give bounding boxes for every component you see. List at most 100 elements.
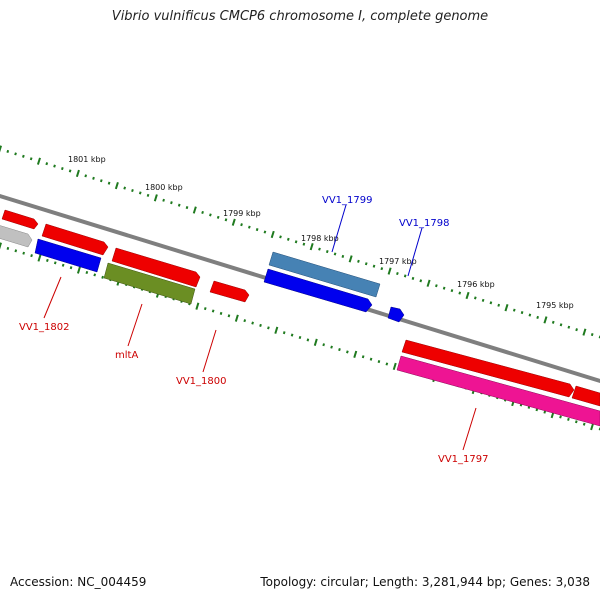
outer-tick-48 — [372, 264, 376, 268]
outer-tick-24 — [185, 206, 189, 210]
inner-tick-73 — [574, 420, 578, 424]
inner-tick-37 — [290, 333, 294, 337]
outer-tick-73 — [567, 325, 571, 329]
outer-tick-52 — [403, 274, 407, 278]
outer-tick-0 — [0, 145, 3, 153]
gene-red-edge[interactable] — [571, 385, 600, 407]
gene-red-2[interactable] — [41, 223, 109, 256]
outer-tick-19 — [146, 193, 150, 197]
inner-tick-9 — [69, 266, 73, 270]
inner-tick-8 — [61, 263, 65, 267]
outer-tick-10 — [75, 169, 80, 178]
outer-tick-25 — [192, 206, 197, 214]
outer-tick-38 — [294, 240, 298, 244]
outer-tick-42 — [325, 250, 329, 254]
outer-tick-18 — [138, 191, 142, 195]
outer-tick-track — [0, 145, 600, 339]
outer-tick-41 — [318, 247, 321, 251]
map-title: Vibrio vulnificus CMCP6 chromosome I, co… — [111, 9, 489, 24]
inner-tick-2 — [14, 249, 18, 253]
inner-tick-44 — [346, 350, 349, 354]
outer-tick-58 — [450, 289, 454, 293]
outer-tick-68 — [528, 313, 532, 317]
leader-vv1-1797 — [462, 407, 477, 451]
inner-tick-68 — [535, 408, 539, 412]
outer-tick-22 — [170, 201, 173, 205]
gene-label-vv1-1797: VV1_1797 — [438, 454, 489, 465]
inner-tick-7 — [53, 261, 57, 265]
inner-tick-49 — [385, 362, 389, 366]
inner-tick-11 — [85, 270, 89, 275]
inner-tick-72 — [567, 417, 570, 421]
outer-tick-29 — [224, 218, 228, 222]
outer-tick-46 — [357, 259, 360, 263]
inner-tick-47 — [369, 357, 373, 361]
outer-tick-16 — [123, 186, 127, 190]
outer-tick-62 — [481, 298, 485, 302]
gene-label-vv1-1802: VV1_1802 — [19, 322, 70, 333]
inner-tick-10 — [76, 266, 81, 274]
kbp-label-1797: 1797 kbp — [379, 257, 417, 266]
outer-tick-20 — [153, 194, 158, 202]
gene-red-3[interactable] — [111, 247, 201, 288]
inner-tick-34 — [267, 326, 270, 330]
inner-tick-36 — [282, 331, 286, 335]
inner-tick-3 — [22, 251, 26, 255]
genome-summary-text: Topology: circular; Length: 3,281,944 bp… — [260, 575, 590, 589]
outer-tick-59 — [458, 291, 462, 295]
outer-tick-28 — [216, 215, 220, 219]
outer-tick-47 — [364, 262, 368, 266]
kbp-label-1796: 1796 kbp — [457, 280, 495, 289]
inner-tick-45 — [353, 350, 358, 358]
outer-tick-49 — [380, 267, 384, 271]
outer-tick-37 — [286, 237, 290, 241]
inner-tick-42 — [330, 345, 333, 349]
kbp-label-1795: 1795 kbp — [536, 301, 574, 310]
gene-vv1-1802[interactable] — [34, 238, 102, 273]
inner-tick-39 — [306, 338, 310, 342]
gene-label-mltA: mltA — [115, 350, 138, 361]
gene-vv1-1797-forward[interactable] — [401, 339, 575, 398]
inner-tick-27 — [211, 309, 215, 313]
outer-tick-57 — [442, 286, 446, 290]
outer-tick-75 — [582, 328, 587, 336]
leader-vv1-1798 — [407, 227, 423, 277]
inner-tick-6 — [46, 258, 49, 262]
inner-tick-46 — [361, 355, 365, 359]
kbp-label-1800: 1800 kbp — [145, 183, 183, 192]
inner-tick-1 — [6, 246, 10, 250]
gene-vv1-1798[interactable] — [387, 306, 405, 323]
inner-tick-71 — [559, 415, 562, 419]
kbp-label-1801: 1801 kbp — [68, 155, 106, 164]
outer-tick-23 — [177, 203, 181, 207]
outer-tick-60 — [465, 291, 470, 300]
leader-vv1-1800 — [202, 329, 217, 373]
outer-tick-50 — [387, 267, 392, 275]
gene-vv1-1799[interactable] — [268, 251, 381, 298]
outer-tick-69 — [536, 315, 540, 320]
outer-tick-11 — [84, 174, 88, 178]
outer-tick-65 — [504, 304, 509, 312]
outer-tick-17 — [131, 188, 134, 193]
outer-tick-61 — [473, 296, 477, 300]
outer-tick-33 — [255, 228, 259, 232]
gene-label-vv1-1798: VV1_1798 — [399, 218, 450, 229]
inner-tick-5 — [37, 254, 42, 262]
gene-gray[interactable] — [0, 224, 33, 248]
outer-tick-30 — [231, 218, 236, 226]
gene-red-1[interactable] — [1, 209, 39, 230]
gene-label-vv1-1799: VV1_1799 — [322, 195, 373, 206]
inner-tick-13 — [101, 275, 104, 279]
gene-mltA[interactable] — [103, 262, 196, 305]
outer-tick-14 — [107, 181, 111, 185]
inner-tick-25 — [195, 302, 200, 310]
gene-label-vv1-1800: VV1_1800 — [176, 376, 227, 387]
outer-tick-44 — [341, 254, 345, 258]
gene-vv1-1800[interactable] — [209, 280, 250, 303]
leader-mltA — [127, 303, 143, 347]
gene-vv1-1797[interactable] — [396, 355, 600, 427]
outer-tick-34 — [263, 230, 267, 234]
outer-tick-12 — [92, 176, 95, 180]
gene-blue-1798[interactable] — [263, 268, 373, 313]
